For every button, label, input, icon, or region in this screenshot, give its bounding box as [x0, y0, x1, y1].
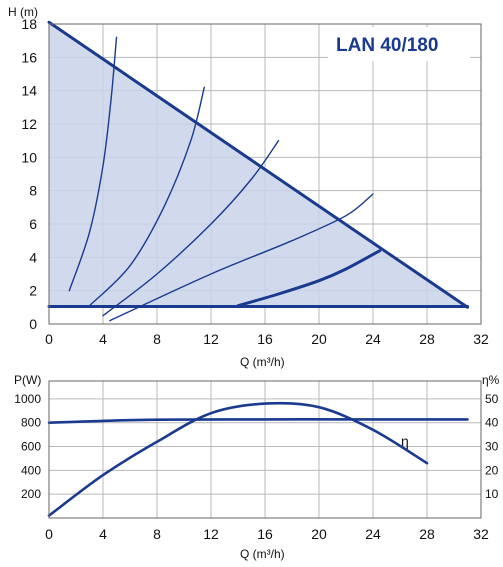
head-y-tick-label: 6	[29, 216, 37, 232]
efficiency-y-tick-label: 40	[485, 416, 499, 430]
head-x-tick-label: 0	[45, 331, 53, 347]
head-y-tick-label: 14	[21, 83, 37, 99]
power-x-tick-label: 12	[203, 526, 219, 542]
title-box	[328, 27, 470, 61]
head-y-tick-label: 8	[29, 183, 37, 199]
head-x-tick-label: 8	[153, 331, 161, 347]
head-y-tick-label: 4	[29, 249, 37, 265]
efficiency-y-axis-title: η%	[482, 373, 500, 387]
power-series-efficiency	[47, 401, 429, 517]
efficiency-y-tick-label: 20	[485, 463, 499, 477]
head-x-tick-label: 24	[365, 331, 381, 347]
power-x-tick-label: 16	[257, 526, 273, 542]
head-x-tick-label: 16	[257, 331, 273, 347]
power-x-tick-label: 8	[153, 526, 161, 542]
efficiency-y-ticks: 10 20 30 40 50	[485, 392, 499, 501]
head-x-tick-label: 12	[203, 331, 219, 347]
efficiency-y-tick-label: 10	[485, 487, 499, 501]
power-y-axis-title: P(W)	[14, 373, 41, 387]
power-plot-border	[48, 380, 482, 519]
power-y-tick-label: 400	[21, 463, 41, 477]
power-x-tick-label: 32	[473, 526, 489, 542]
power-x-ticks: 0 4 8 12 16 20 24 28 32	[45, 526, 489, 542]
power-x-tick-label: 28	[419, 526, 435, 542]
head-y-tick-label: 12	[21, 116, 37, 132]
chart-title: LAN 40/180	[336, 35, 438, 56]
head-x-axis-title: Q (m³/h)	[240, 355, 285, 369]
head-y-ticks: 0 2 4 6 8 10 12 14 16 18	[21, 16, 37, 332]
head-series-system-curve	[102, 140, 280, 317]
power-curves	[47, 401, 469, 517]
head-series-operating-curve	[236, 249, 382, 308]
head-x-tick-label: 20	[311, 331, 327, 347]
efficiency-y-tick-label: 30	[485, 440, 499, 454]
head-x-tick-label: 28	[419, 331, 435, 347]
power-grid	[48, 381, 482, 518]
power-x-tick-label: 4	[99, 526, 107, 542]
efficiency-series-label: η	[401, 433, 409, 449]
head-y-tick-label: 10	[21, 149, 37, 165]
head-series-max-curve	[47, 20, 469, 309]
power-y-tick-label: 800	[21, 416, 41, 430]
power-x-tick-label: 24	[365, 526, 381, 542]
power-x-tick-label: 0	[45, 526, 53, 542]
power-x-tick-label: 20	[311, 526, 327, 542]
head-y-axis-title: H (m)	[8, 5, 38, 19]
power-x-axis-title: Q (m³/h)	[240, 547, 285, 561]
efficiency-y-tick-label: 50	[485, 392, 499, 406]
power-efficiency-chart: 0 4 8 12 16 20 24 28 32 200 400 600 800 1000 10 20 30 4…	[14, 373, 500, 561]
power-series-power	[47, 418, 469, 424]
head-y-tick-label: 16	[21, 49, 37, 65]
head-x-ticks: 0 4 8 12 16 20 24 28 32	[45, 331, 489, 347]
head-y-tick-label: 2	[29, 283, 37, 299]
head-y-tick-label: 18	[21, 16, 37, 32]
head-series-system-curve	[68, 36, 118, 292]
power-y-tick-label: 600	[21, 440, 41, 454]
head-plot-border	[48, 23, 482, 325]
head-curves	[47, 20, 469, 322]
power-y-tick-label: 200	[21, 487, 41, 501]
power-y-tick-label: 1000	[14, 392, 41, 406]
power-y-ticks: 200 400 600 800 1000	[14, 392, 41, 501]
head-series-system-curve	[88, 86, 205, 307]
head-series-system-curve	[109, 193, 374, 322]
head-y-tick-label: 0	[29, 316, 37, 332]
head-x-tick-label: 4	[99, 331, 107, 347]
head-x-tick-label: 32	[473, 331, 489, 347]
